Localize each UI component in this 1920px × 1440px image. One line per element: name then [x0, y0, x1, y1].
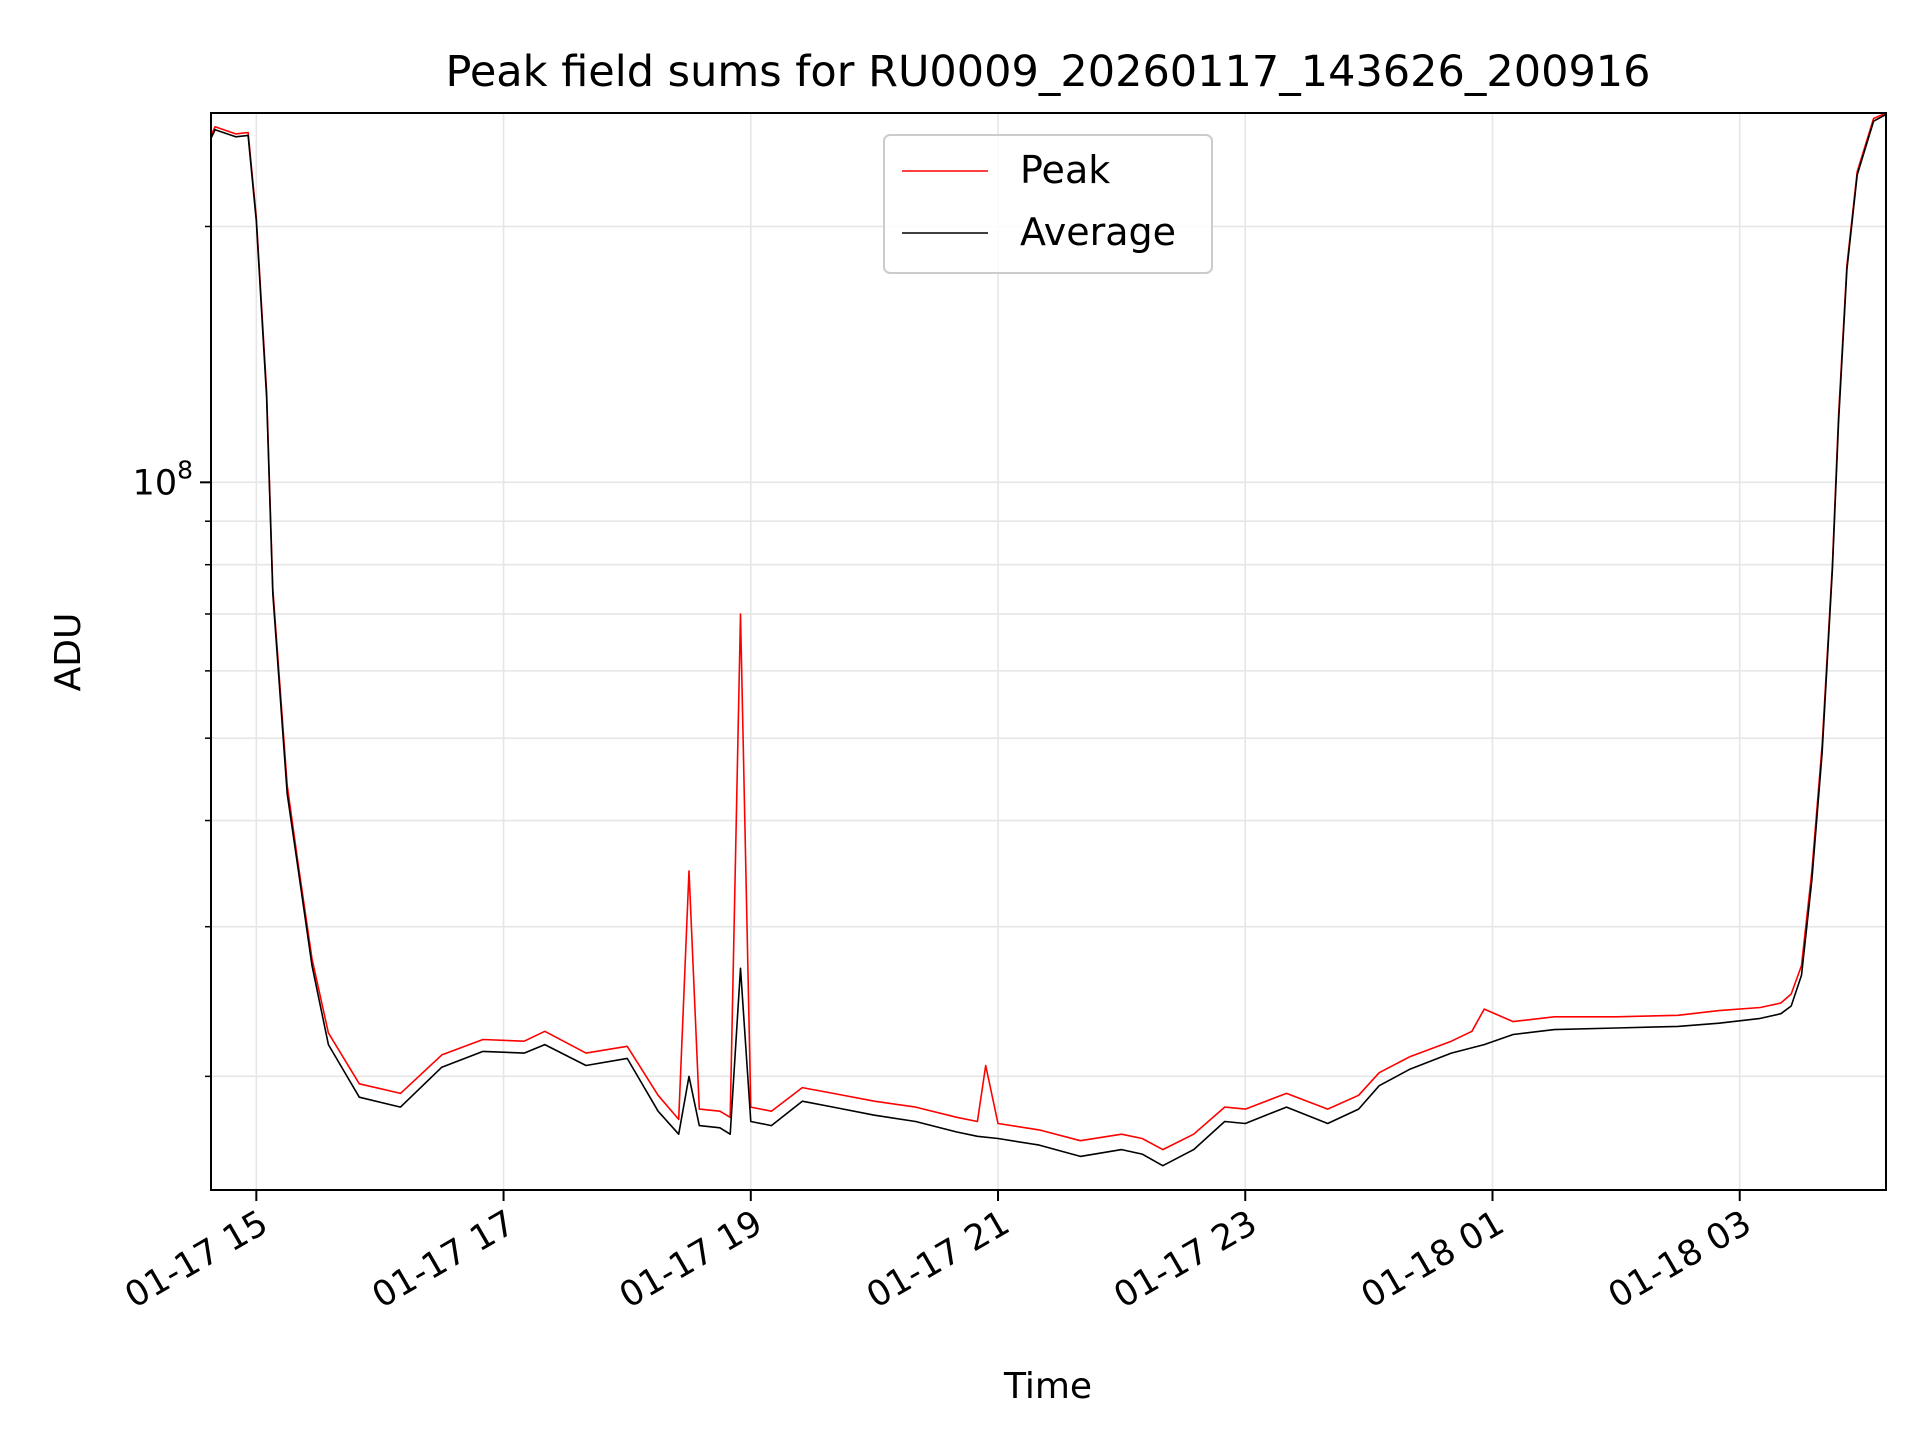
series-line-peak — [210, 112, 1887, 1151]
y-axis-label: ADU — [48, 613, 89, 692]
legend: Peak Average — [883, 134, 1213, 274]
legend-box — [883, 134, 1213, 274]
y-tick-exponent: 8 — [177, 455, 193, 484]
legend-label-peak: Peak — [1020, 148, 1110, 192]
series-layer — [210, 112, 1887, 1167]
y-tick-label: 108 — [133, 455, 193, 503]
y-tick-base: 10 — [133, 463, 178, 503]
legend-label-average: Average — [1020, 210, 1176, 254]
plot-frame — [210, 112, 1887, 1191]
grid — [211, 113, 1886, 1190]
x-axis-label: Time — [1003, 1366, 1092, 1407]
chart-title: Peak field sums for RU0009_20260117_1436… — [445, 47, 1650, 97]
series-line-average — [210, 113, 1887, 1167]
